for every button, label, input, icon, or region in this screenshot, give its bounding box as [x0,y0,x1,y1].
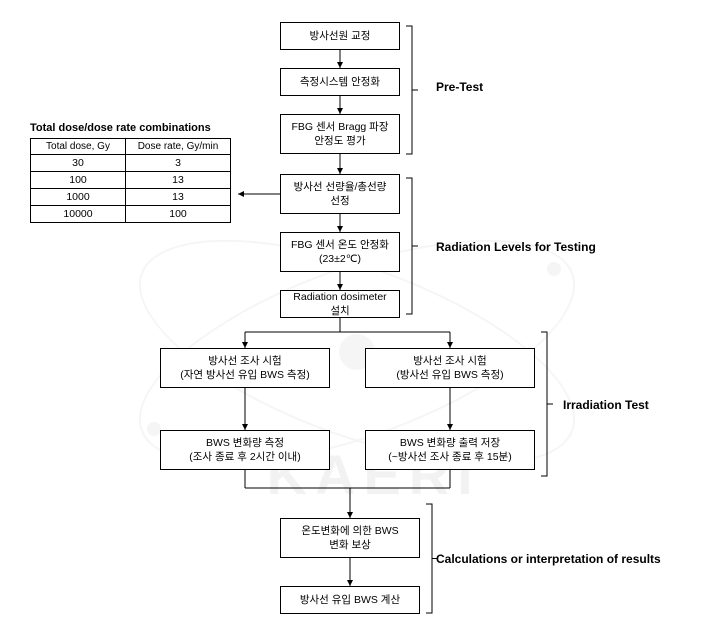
node-fbg-bragg-eval: FBG 센서 Bragg 파장안정도 평가 [280,114,400,154]
node-bws-calc: 방사선 유입 BWS 계산 [280,586,420,614]
node-system-stabilization: 측정시스템 안정화 [280,68,400,96]
node-irradiation-natural: 방사선 조사 시험(자연 방사선 유입 BWS 측정) [160,348,330,388]
label-calculations: Calculations or interpretation of result… [436,552,661,566]
node-dosimeter-install: Radiation dosimeter설치 [280,290,400,318]
table-row: 303 [31,155,231,172]
node-fbg-temp-stabilize: FBG 센서 온도 안정화(23±2℃) [280,232,400,272]
label-radiation-levels: Radiation Levels for Testing [436,240,596,254]
label-pre-test: Pre-Test [436,80,483,94]
node-dose-selection: 방사선 선량율/총선량선정 [280,174,400,214]
table-header: Dose rate, Gy/min [126,139,231,155]
table-header: Total dose, Gy [31,139,126,155]
node-bws-output-save: BWS 변화량 출력 저장(~방사선 조사 종료 후 15분) [365,430,535,470]
node-source-calibration: 방사선원 교정 [280,22,400,50]
table-row: 100013 [31,189,231,206]
dose-combinations-table: Total dose, GyDose rate, Gy/min 30310013… [30,138,231,223]
label-irradiation-test: Irradiation Test [563,398,649,412]
table-title: Total dose/dose rate combinations [30,122,211,134]
node-bws-measure: BWS 변화량 측정(조사 종료 후 2시간 이내) [160,430,330,470]
node-irradiation-radiation: 방사선 조사 시험(방사선 유입 BWS 측정) [365,348,535,388]
node-temp-compensation: 온도변화에 의한 BWS변화 보상 [280,518,420,558]
table-row: 10013 [31,172,231,189]
table-row: 10000100 [31,206,231,223]
